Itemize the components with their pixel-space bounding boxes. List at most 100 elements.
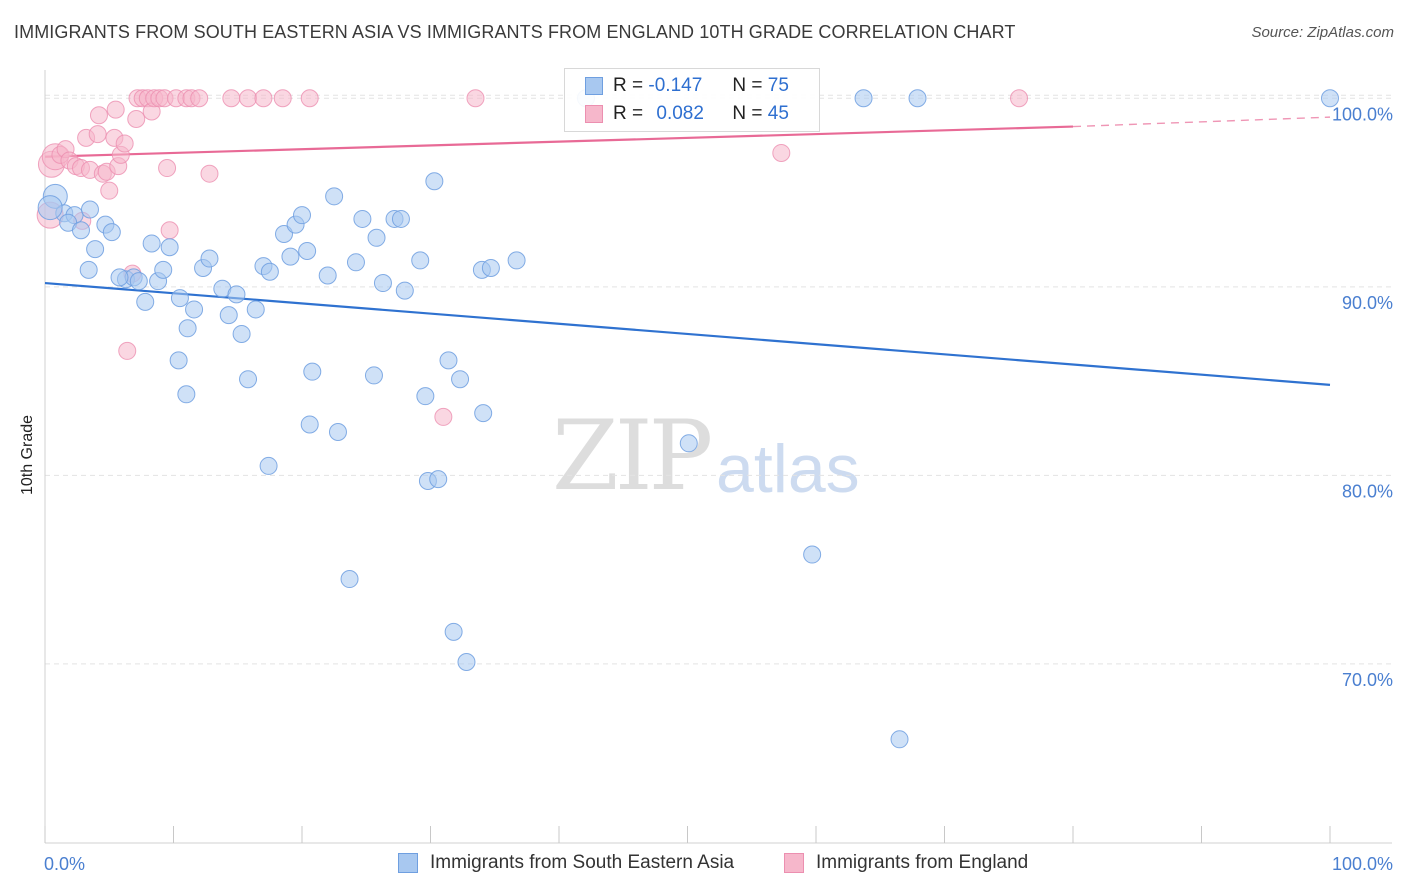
point-sea — [219, 306, 238, 325]
trend-line-england — [44, 125, 1074, 158]
point-sea — [451, 370, 470, 389]
point-sea — [293, 206, 311, 225]
point-england — [115, 134, 134, 153]
point-england — [200, 164, 219, 183]
legend-item-england[interactable]: Immigrants from England — [784, 852, 1028, 874]
point-sea — [160, 238, 179, 257]
point-england — [100, 181, 119, 200]
point-sea — [170, 289, 189, 308]
point-sea — [395, 281, 414, 300]
point-sea — [416, 387, 435, 406]
point-sea — [303, 362, 322, 381]
point-sea — [346, 253, 365, 272]
point-sea — [411, 251, 430, 270]
chart-title: IMMIGRANTS FROM SOUTH EASTERN ASIA VS IM… — [14, 22, 1016, 42]
y-tick-label: 70.0% — [1342, 670, 1393, 690]
point-england — [466, 89, 485, 108]
point-england — [772, 143, 791, 162]
point-sea — [474, 404, 493, 423]
point-england — [239, 89, 258, 108]
point-england — [190, 89, 209, 108]
point-sea — [102, 223, 121, 242]
point-sea — [177, 385, 196, 404]
point-sea — [439, 351, 458, 370]
point-sea — [367, 228, 386, 247]
point-sea — [425, 172, 444, 191]
point-sea — [86, 240, 105, 259]
point-sea — [110, 268, 129, 287]
point-sea — [239, 370, 258, 389]
point-sea — [1321, 89, 1339, 108]
trend-line-sea — [44, 281, 1331, 386]
point-sea — [37, 195, 63, 221]
legend-swatch-pink — [784, 853, 804, 873]
point-sea — [803, 545, 822, 564]
trend-extension-england — [1072, 116, 1331, 128]
point-sea — [507, 251, 526, 270]
point-sea — [259, 456, 278, 475]
point-sea — [679, 434, 698, 453]
x-tick-label: 100.0% — [1332, 854, 1393, 874]
point-sea — [200, 249, 219, 268]
tick-labels: 70.0% 80.0% 90.0% 100.0% 0.0% 100.0% — [44, 104, 1393, 874]
point-england — [1010, 89, 1029, 108]
point-sea — [129, 272, 148, 291]
watermark-zip: ZIP — [552, 400, 713, 512]
point-england — [273, 89, 292, 108]
point-england — [127, 110, 146, 129]
legend-swatch-pink — [585, 105, 603, 123]
point-sea — [364, 366, 383, 385]
series-legend: Immigrants from South Eastern Asia Immig… — [0, 852, 1406, 878]
point-sea — [232, 324, 251, 343]
point-england — [160, 221, 179, 240]
point-sea — [136, 292, 155, 311]
legend-n-value: 75 — [767, 75, 789, 96]
point-sea — [80, 200, 99, 219]
legend-row-sea: R = -0.147 N = 75 — [585, 75, 789, 97]
point-sea — [246, 300, 265, 319]
point-sea — [169, 351, 188, 370]
point-sea — [890, 730, 909, 749]
point-sea — [227, 285, 246, 304]
point-england — [89, 106, 108, 125]
point-sea — [391, 209, 410, 228]
point-sea — [353, 209, 372, 228]
watermark-atlas: atlas — [716, 431, 860, 507]
point-england — [254, 89, 273, 108]
legend-r-label: R = — [613, 103, 644, 124]
point-sea — [260, 262, 279, 281]
point-sea — [328, 422, 347, 441]
point-sea — [298, 241, 317, 260]
point-england — [88, 125, 107, 144]
y-tick-label: 100.0% — [1332, 104, 1393, 124]
stats-legend: R = -0.147 N = 75 R = 0.082 N = 45 — [564, 68, 820, 132]
point-sea — [429, 470, 448, 489]
legend-n-label: N = — [732, 103, 763, 124]
point-sea — [318, 266, 337, 285]
axes — [44, 70, 1392, 844]
legend-item-sea[interactable]: Immigrants from South Eastern Asia — [398, 852, 734, 874]
legend-label-england: Immigrants from England — [816, 852, 1029, 873]
point-sea — [457, 653, 476, 672]
legend-row-england: R = 0.082 N = 45 — [585, 103, 789, 125]
y-tick-label: 90.0% — [1342, 293, 1393, 313]
point-england — [222, 89, 241, 108]
legend-r-value: 0.082 — [656, 103, 704, 124]
point-sea — [373, 274, 392, 293]
point-england — [434, 407, 453, 426]
point-england — [158, 159, 177, 178]
point-sea — [444, 622, 463, 641]
point-sea — [71, 221, 90, 240]
point-england — [118, 341, 137, 360]
point-sea — [481, 258, 500, 277]
legend-swatch-blue — [398, 853, 418, 873]
point-sea — [300, 415, 319, 434]
source-credit: Source: ZipAtlas.com — [1251, 24, 1394, 41]
point-sea — [340, 570, 359, 589]
point-sea — [281, 247, 300, 266]
legend-swatch-blue — [585, 77, 603, 95]
legend-n-label: N = — [732, 75, 763, 96]
point-sea — [178, 319, 197, 338]
point-sea — [908, 89, 927, 108]
